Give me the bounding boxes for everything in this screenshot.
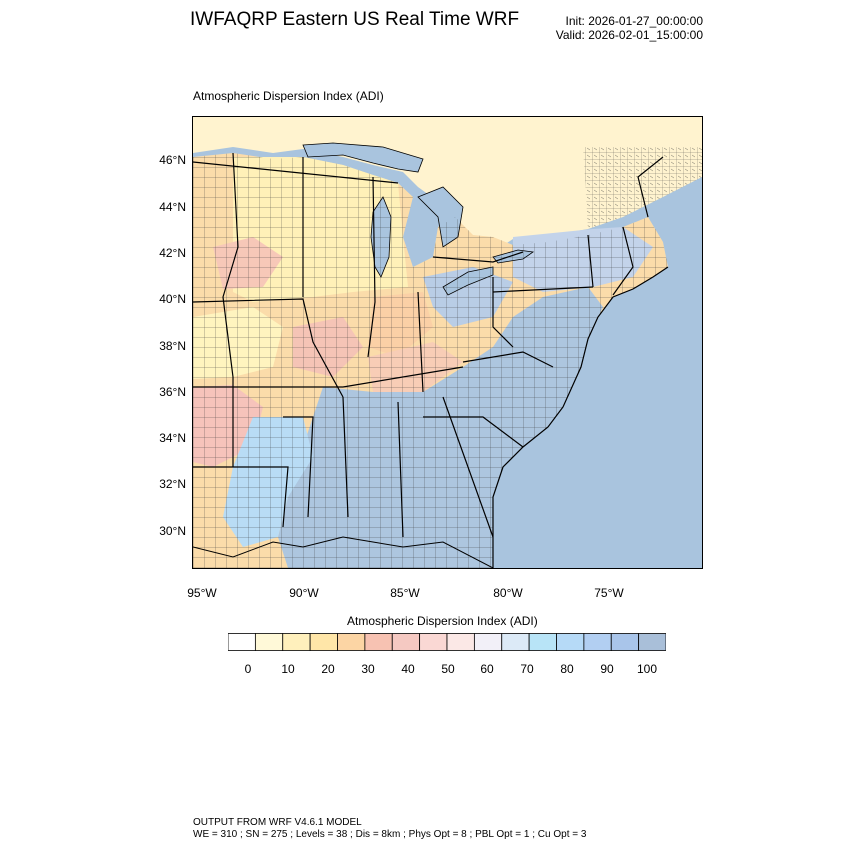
- colorbar-label: 10: [281, 662, 295, 676]
- lat-label-38: 38°N: [159, 339, 186, 353]
- colorbar: [228, 633, 666, 651]
- colorbar-label: 70: [520, 662, 534, 676]
- colorbar-label: 90: [600, 662, 614, 676]
- plot-title: IWFAQRP Eastern US Real Time WRF: [190, 9, 520, 30]
- colorbar-swatch: [391, 633, 421, 651]
- colorbar-label: 20: [321, 662, 335, 676]
- colorbar-label: 30: [361, 662, 375, 676]
- colorbar-swatch: [583, 633, 612, 651]
- colorbar-label: 80: [560, 662, 574, 676]
- lat-label-32: 32°N: [159, 477, 186, 491]
- colorbar-label: 40: [401, 662, 415, 676]
- lon-label-85: 85°W: [390, 586, 420, 600]
- colorbar-swatch: [228, 633, 256, 651]
- lon-label-75: 75°W: [594, 586, 624, 600]
- colorbar-swatch: [556, 633, 585, 651]
- colorbar-label: 60: [480, 662, 494, 676]
- colorbar-label: 100: [636, 662, 658, 676]
- lon-label-80: 80°W: [493, 586, 523, 600]
- colorbar-label: 0: [244, 662, 252, 676]
- colorbar-swatch: [364, 633, 393, 651]
- state-boundaries: [193, 152, 664, 538]
- lat-label-46: 46°N: [159, 153, 186, 167]
- map-panel: [192, 116, 703, 569]
- colorbar-swatch: [501, 633, 530, 651]
- colorbar-swatch: [419, 633, 448, 651]
- lat-label-36: 36°N: [159, 385, 186, 399]
- plot-subtitle: Atmospheric Dispersion Index (ADI): [193, 89, 384, 103]
- colorbar-swatch: [282, 633, 311, 651]
- colorbar-swatch: [309, 633, 338, 651]
- lon-label-95: 95°W: [187, 586, 217, 600]
- lat-label-34: 34°N: [159, 431, 186, 445]
- lat-label-42: 42°N: [159, 246, 186, 260]
- colorbar-swatch: [446, 633, 475, 651]
- valid-time: Valid: 2026-02-01_15:00:00: [555, 28, 703, 42]
- init-time: Init: 2026-01-27_00:00:00: [565, 14, 703, 28]
- colorbar-swatch: [638, 633, 666, 651]
- colorbar-swatch: [254, 633, 284, 651]
- colorbar-label: 50: [441, 662, 455, 676]
- lat-label-40: 40°N: [159, 292, 186, 306]
- footer-settings: WE = 310 ; SN = 275 ; Levels = 38 ; Dis …: [193, 829, 587, 840]
- colorbar-swatch: [473, 633, 503, 651]
- lat-label-44: 44°N: [159, 200, 186, 214]
- maritime-county-lines: [583, 147, 702, 229]
- lake-superior: [302, 142, 424, 173]
- gulf-coastline: [193, 536, 494, 568]
- map-canvas: [193, 117, 702, 568]
- colorbar-title: Atmospheric Dispersion Index (ADI): [347, 614, 538, 628]
- colorbar-swatch: [337, 633, 366, 651]
- lat-label-30: 30°N: [159, 524, 186, 538]
- county-lines: [193, 153, 668, 568]
- colorbar-swatch: [528, 633, 557, 651]
- footer-model: OUTPUT FROM WRF V4.6.1 MODEL: [193, 817, 362, 828]
- colorbar-swatch: [610, 633, 640, 651]
- atlantic-coastline: [492, 266, 669, 568]
- lon-label-90: 90°W: [289, 586, 319, 600]
